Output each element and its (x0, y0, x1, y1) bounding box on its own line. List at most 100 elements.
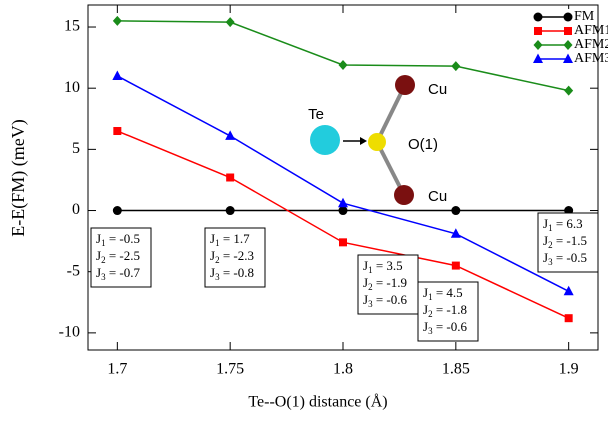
annotation-part: = -0.5 (106, 231, 140, 246)
marker (338, 206, 348, 216)
y-axis-label: E-E(FM) (meV) (8, 119, 29, 236)
annotation-box: J1 = 4.5J2 = -1.8J3 = -0.6 (417, 281, 479, 342)
bond (375, 84, 407, 143)
annotation-frame (357, 254, 419, 315)
annotation-part: 3 (548, 257, 553, 267)
annotation-part: = -2.3 (220, 248, 254, 263)
annotation-text: J1 = 3.5 (363, 258, 403, 275)
annotation-box: J1 = 1.7J2 = -2.3J3 = -0.8 (204, 227, 266, 288)
marker (533, 40, 543, 50)
marker (225, 206, 235, 216)
series-line (117, 130, 569, 319)
annotation-part: J (363, 258, 368, 273)
legend-label: FM (574, 9, 595, 24)
marker (338, 197, 348, 208)
annotation-part: 2 (101, 255, 106, 265)
marker (451, 61, 461, 72)
inset-molecule (310, 75, 415, 205)
inset-label: Te (308, 106, 324, 123)
marker (451, 261, 460, 270)
annotation-part: J (543, 250, 548, 265)
annotation-part: 1 (548, 223, 553, 233)
annotation-text: J1 = 1.7 (210, 231, 250, 248)
annotation-text: J2 = -1.8 (423, 302, 467, 319)
marker (450, 228, 461, 238)
marker (534, 27, 542, 35)
marker (564, 314, 573, 323)
y-tick-label: 0 (72, 201, 80, 218)
annotation-part: = -0.6 (373, 292, 408, 307)
annotation-part: 1 (428, 292, 433, 302)
legend-label: AFM3 (574, 51, 608, 66)
annotation-part: 3 (368, 299, 373, 309)
x-tick-label: 1.7 (107, 361, 127, 378)
annotation-part: J (210, 248, 215, 263)
annotation-box: J1 = 6.3J2 = -1.5J3 = -0.5 (537, 212, 599, 273)
series-line (116, 75, 570, 292)
x-tick-label: 1.8 (333, 361, 353, 378)
y-tick-label: 10 (64, 79, 80, 96)
annotation-part: 1 (101, 238, 106, 248)
marker (113, 127, 122, 136)
annotation-text: J3 = -0.6 (423, 319, 467, 336)
x-tick-label: 1.85 (442, 361, 470, 378)
annotation-part: J (96, 265, 101, 280)
marker (112, 70, 123, 80)
annotation-text: J3 = -0.5 (543, 250, 587, 267)
annotation-part: = 1.7 (220, 231, 251, 246)
annotation-part: = 6.3 (553, 216, 583, 231)
arrow-head (360, 137, 367, 145)
annotation-text: J2 = -1.5 (543, 233, 587, 250)
annotation-text: J1 = -0.5 (96, 231, 140, 248)
annotation-box: J1 = 3.5J2 = -1.9J3 = -0.6 (357, 254, 419, 315)
marker (226, 173, 235, 182)
annotation-part: = -0.7 (106, 265, 141, 280)
x-axis-label: Te--O(1) distance (Å) (248, 393, 387, 411)
annotation-part: = -1.9 (373, 275, 407, 290)
annotation-text: J1 = 4.5 (423, 285, 463, 302)
annotation-part: J (96, 231, 101, 246)
atom-o (368, 133, 386, 151)
annotation-part: J (210, 265, 215, 280)
annotation-part: = -0.6 (433, 319, 468, 334)
annotation-box: J1 = -0.5J2 = -2.5J3 = -0.7 (90, 227, 152, 288)
annotation-part: 2 (215, 255, 220, 265)
series-line (117, 20, 569, 92)
annotation-text: J1 = 6.3 (543, 216, 583, 233)
annotation-part: 2 (548, 240, 553, 250)
y-tick-label: 15 (64, 18, 80, 35)
annotation-frame (204, 227, 266, 288)
annotation-part: = -0.5 (553, 250, 587, 265)
y-tick-label: 5 (72, 140, 80, 157)
annotation-part: = -1.5 (553, 233, 587, 248)
annotation-frame (537, 212, 599, 273)
annotation-text: J3 = -0.7 (96, 265, 140, 282)
atom-te (310, 125, 340, 155)
y-tick-label: -10 (59, 324, 80, 341)
marker (564, 27, 572, 35)
marker (451, 206, 461, 216)
annotation-part: J (423, 285, 428, 300)
annotation-part: = 4.5 (433, 285, 463, 300)
marker (533, 53, 543, 63)
annotation-part: J (363, 275, 368, 290)
marker (563, 40, 573, 50)
annotation-part: 2 (368, 282, 373, 292)
annotation-text: J3 = -0.8 (210, 265, 254, 282)
annotation-part: = -2.5 (106, 248, 140, 263)
annotation-part: J (543, 216, 548, 231)
marker (563, 285, 574, 296)
annotation-part: = 3.5 (373, 258, 403, 273)
atom-cu (395, 75, 415, 95)
x-tick-label: 1.75 (216, 361, 244, 378)
annotation-part: J (423, 302, 428, 317)
plot-frame (87, 4, 599, 351)
legend-label: AFM2 (574, 37, 608, 52)
annotation-frame (90, 227, 152, 288)
annotation-part: 1 (215, 238, 220, 248)
marker (112, 206, 122, 216)
annotation-part: 3 (428, 326, 433, 336)
marker (564, 85, 574, 96)
